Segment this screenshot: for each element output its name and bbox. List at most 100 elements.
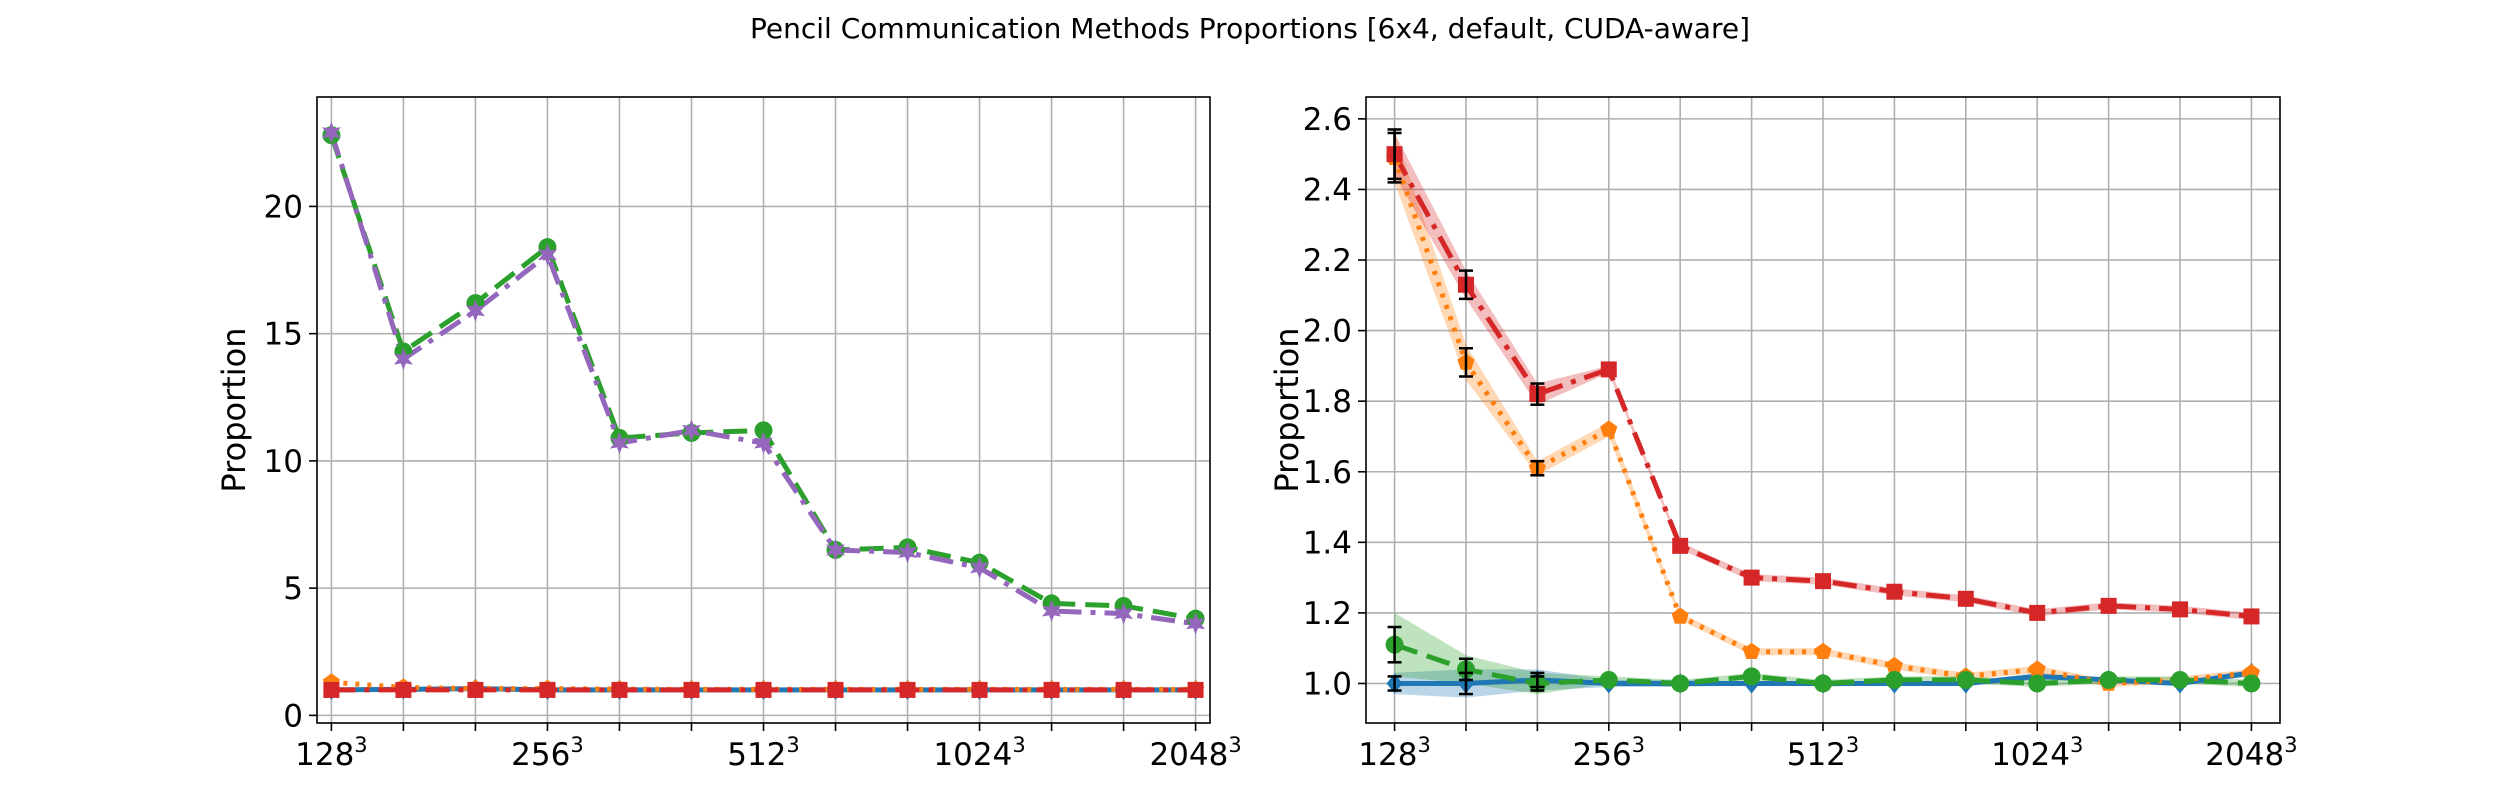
data-point-green (1599, 670, 1618, 689)
data-point-red (1672, 537, 1689, 554)
data-point-purple (321, 121, 341, 144)
x-tick-label: 1283 (1358, 733, 1431, 773)
y-tick-label: 1.0 (1303, 666, 1352, 702)
x-tick-base: 1024 (1991, 737, 2070, 773)
data-point-purple (1114, 602, 1134, 625)
data-point-orange (1814, 642, 1832, 659)
y-tick-label: 2.6 (1303, 102, 1352, 138)
x-tick-exponent: 3 (1846, 733, 1859, 757)
y-tick-label: 1.4 (1303, 525, 1352, 561)
data-point-red (395, 681, 412, 698)
y-tick-label: 1.2 (1303, 596, 1352, 632)
data-point-green (1742, 667, 1761, 686)
y-tick-label: 20 (264, 189, 303, 225)
x-tick-base: 2048 (1149, 737, 1228, 773)
x-tick-label: 2563 (511, 733, 584, 773)
x-tick-label: 5123 (727, 733, 800, 773)
x-tick-base: 256 (1573, 737, 1632, 773)
data-point-purple (682, 419, 701, 442)
y-tick-label: 0 (283, 698, 303, 734)
data-point-green (1671, 674, 1690, 693)
x-tick-exponent: 3 (2284, 733, 2297, 757)
x-tick-label: 5123 (1787, 733, 1860, 773)
x-tick-label: 10243 (1991, 733, 2083, 773)
data-point-red (971, 681, 988, 698)
x-tick-label: 20483 (1149, 733, 1241, 773)
y-axis-label: Proportion (215, 327, 253, 492)
data-point-red (2172, 601, 2189, 618)
data-point-red (1043, 681, 1060, 698)
x-tick-base: 2048 (2205, 737, 2284, 773)
y-tick-label: 2.0 (1303, 314, 1352, 350)
data-point-green (1814, 674, 1832, 693)
y-tick-label: 1.8 (1303, 384, 1352, 420)
x-tick-exponent: 3 (570, 733, 583, 757)
x-tick-exponent: 3 (1012, 733, 1025, 757)
y-axis-label: Proportion (1268, 327, 1306, 492)
x-tick-base: 1024 (933, 737, 1012, 773)
chart-title: Pencil Communication Methods Proportions… (750, 12, 1750, 45)
data-point-orange (1885, 656, 1903, 674)
data-point-red (827, 681, 844, 698)
x-tick-exponent: 3 (354, 733, 367, 757)
x-tick-base: 512 (727, 737, 786, 773)
data-point-red (539, 681, 556, 698)
y-tick-label: 2.2 (1303, 243, 1352, 279)
data-point-purple (1042, 600, 1062, 622)
y-tick-label: 5 (283, 571, 303, 607)
data-point-red (1115, 681, 1132, 698)
data-point-red (2100, 597, 2117, 614)
x-tick-base: 128 (295, 737, 354, 773)
x-tick-label: 20483 (2205, 733, 2297, 773)
y-tick-label: 1.6 (1303, 455, 1352, 491)
data-point-purple (970, 556, 990, 579)
data-point-orange (1671, 607, 1689, 624)
data-point-red (1957, 590, 1974, 607)
data-point-green (2171, 670, 2190, 689)
data-point-red (1815, 573, 1831, 590)
data-point-green (754, 421, 773, 440)
x-tick-exponent: 3 (1228, 733, 1241, 757)
data-point-red (1743, 569, 1760, 586)
data-point-purple (754, 432, 773, 455)
x-tick-base: 256 (511, 737, 570, 773)
data-point-orange (1600, 420, 1618, 437)
data-point-purple (393, 348, 413, 371)
data-point-purple (537, 243, 557, 266)
data-point-green (2099, 670, 2118, 689)
x-tick-label: 10243 (933, 733, 1025, 773)
data-point-purple (898, 541, 918, 564)
x-tick-exponent: 3 (1417, 733, 1430, 757)
data-point-red (2029, 604, 2046, 621)
data-point-red (899, 681, 916, 698)
data-point-red (683, 681, 700, 698)
data-point-red (755, 681, 772, 698)
data-point-red (2243, 608, 2260, 625)
x-tick-label: 1283 (295, 733, 368, 773)
data-point-orange (2028, 660, 2046, 677)
data-point-purple (465, 299, 485, 322)
data-point-purple (609, 432, 629, 455)
data-point-green (2242, 674, 2261, 693)
x-tick-exponent: 3 (786, 733, 799, 757)
data-point-red (467, 681, 484, 698)
x-tick-base: 512 (1787, 737, 1846, 773)
data-point-purple (1186, 612, 1206, 635)
x-tick-exponent: 3 (2070, 733, 2083, 757)
data-point-red (1600, 361, 1617, 378)
y-tick-label: 2.4 (1303, 172, 1352, 208)
series-band-red (1394, 133, 2252, 620)
data-point-red (323, 681, 340, 698)
data-point-green (1956, 670, 1975, 689)
y-tick-label: 10 (264, 444, 303, 480)
y-tick-label: 15 (264, 317, 303, 353)
data-point-red (1886, 583, 1903, 600)
data-point-green (1885, 670, 1904, 689)
data-point-orange (1743, 642, 1761, 659)
data-point-green (2028, 674, 2047, 693)
x-tick-label: 2563 (1573, 733, 1646, 773)
data-point-red (611, 681, 628, 698)
